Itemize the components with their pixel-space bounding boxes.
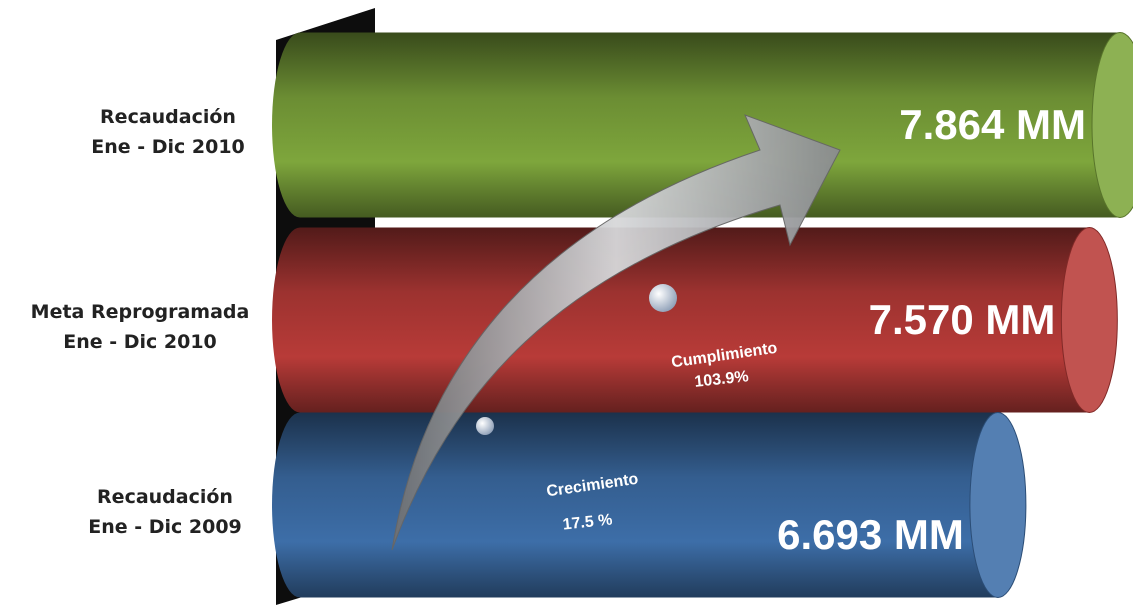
marker-ball xyxy=(476,417,494,435)
category-label: Ene - Dic 2010 xyxy=(63,331,217,353)
bars xyxy=(272,32,1133,598)
category-label: Recaudación xyxy=(97,486,233,508)
marker-ball xyxy=(649,284,677,312)
labels: 7.864 MM Recaudación Ene - Dic 2010 7.570 M… xyxy=(31,101,1086,558)
category-label: Ene - Dic 2009 xyxy=(88,516,242,538)
value-label: 6.693 MM xyxy=(777,511,964,558)
annotation: 17.5 % xyxy=(562,511,613,533)
bar-cap xyxy=(969,412,1027,598)
bar xyxy=(272,32,1133,218)
bar-cap xyxy=(1060,227,1118,413)
cylinder xyxy=(272,32,1133,218)
growth-arrow xyxy=(391,114,841,551)
value-label: 7.864 MM xyxy=(899,101,1086,148)
annotation: 103.9% xyxy=(694,368,750,391)
value-label: 7.570 MM xyxy=(869,296,1056,343)
category-label: Recaudación xyxy=(100,106,236,128)
bar-cap xyxy=(1091,32,1133,218)
cylinder xyxy=(272,412,1027,598)
category-label: Meta Reprogramada xyxy=(31,301,250,323)
bar xyxy=(272,412,1026,598)
category-label: Ene - Dic 2010 xyxy=(91,136,245,158)
